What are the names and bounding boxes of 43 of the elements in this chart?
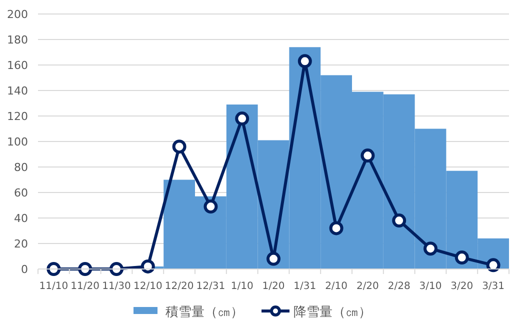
x-tick-label: 2/28	[388, 281, 410, 292]
x-tick-label: 3/10	[419, 281, 442, 292]
y-tick-label: 100	[7, 136, 28, 148]
y-tick-label: 180	[7, 34, 28, 46]
point	[204, 200, 218, 214]
point	[266, 252, 280, 266]
point	[392, 214, 406, 228]
point	[454, 250, 469, 265]
y-tick-label: 40	[14, 212, 28, 225]
legend-label: 降雪量（㎝）	[294, 305, 372, 320]
x-tick-label: 3/20	[450, 281, 474, 292]
y-tick-label: 20	[14, 238, 28, 250]
point	[110, 262, 124, 276]
point	[329, 221, 344, 236]
x-tick-label: 12/10	[133, 281, 162, 292]
point	[46, 262, 61, 276]
point	[140, 259, 155, 274]
y-tick-label: 140	[7, 84, 28, 98]
point	[360, 148, 375, 163]
y-tick-label: 0	[21, 263, 28, 276]
x-tick-label: 11/10	[39, 281, 68, 292]
x-tick-label: 1/31	[294, 281, 316, 292]
point	[172, 140, 186, 154]
y-tick-label: 60	[14, 186, 28, 200]
y-tick-label: 160	[7, 59, 28, 72]
point	[424, 242, 438, 256]
point	[486, 258, 500, 272]
x-tick-label: 11/20	[70, 281, 100, 292]
x-tick-label: 12/20	[164, 281, 194, 292]
point	[298, 54, 312, 68]
legend-label: 積雪量（㎝）	[166, 305, 244, 320]
y-tick-label: 200	[7, 8, 28, 21]
y-tick-label: 80	[14, 161, 28, 174]
y-tick-label: 120	[7, 110, 28, 123]
x-tick-label: 2/20	[356, 281, 379, 292]
x-tick-label: 3/31	[482, 281, 505, 292]
x-tick-label: 1/10	[230, 281, 254, 292]
x-tick-label: 2/10	[325, 281, 348, 292]
x-tick-label: 12/31	[196, 281, 226, 292]
point	[78, 262, 92, 276]
x-tick-label: 1/20	[262, 281, 285, 292]
x-tick-label: 11/30	[102, 281, 131, 292]
point	[235, 112, 250, 126]
